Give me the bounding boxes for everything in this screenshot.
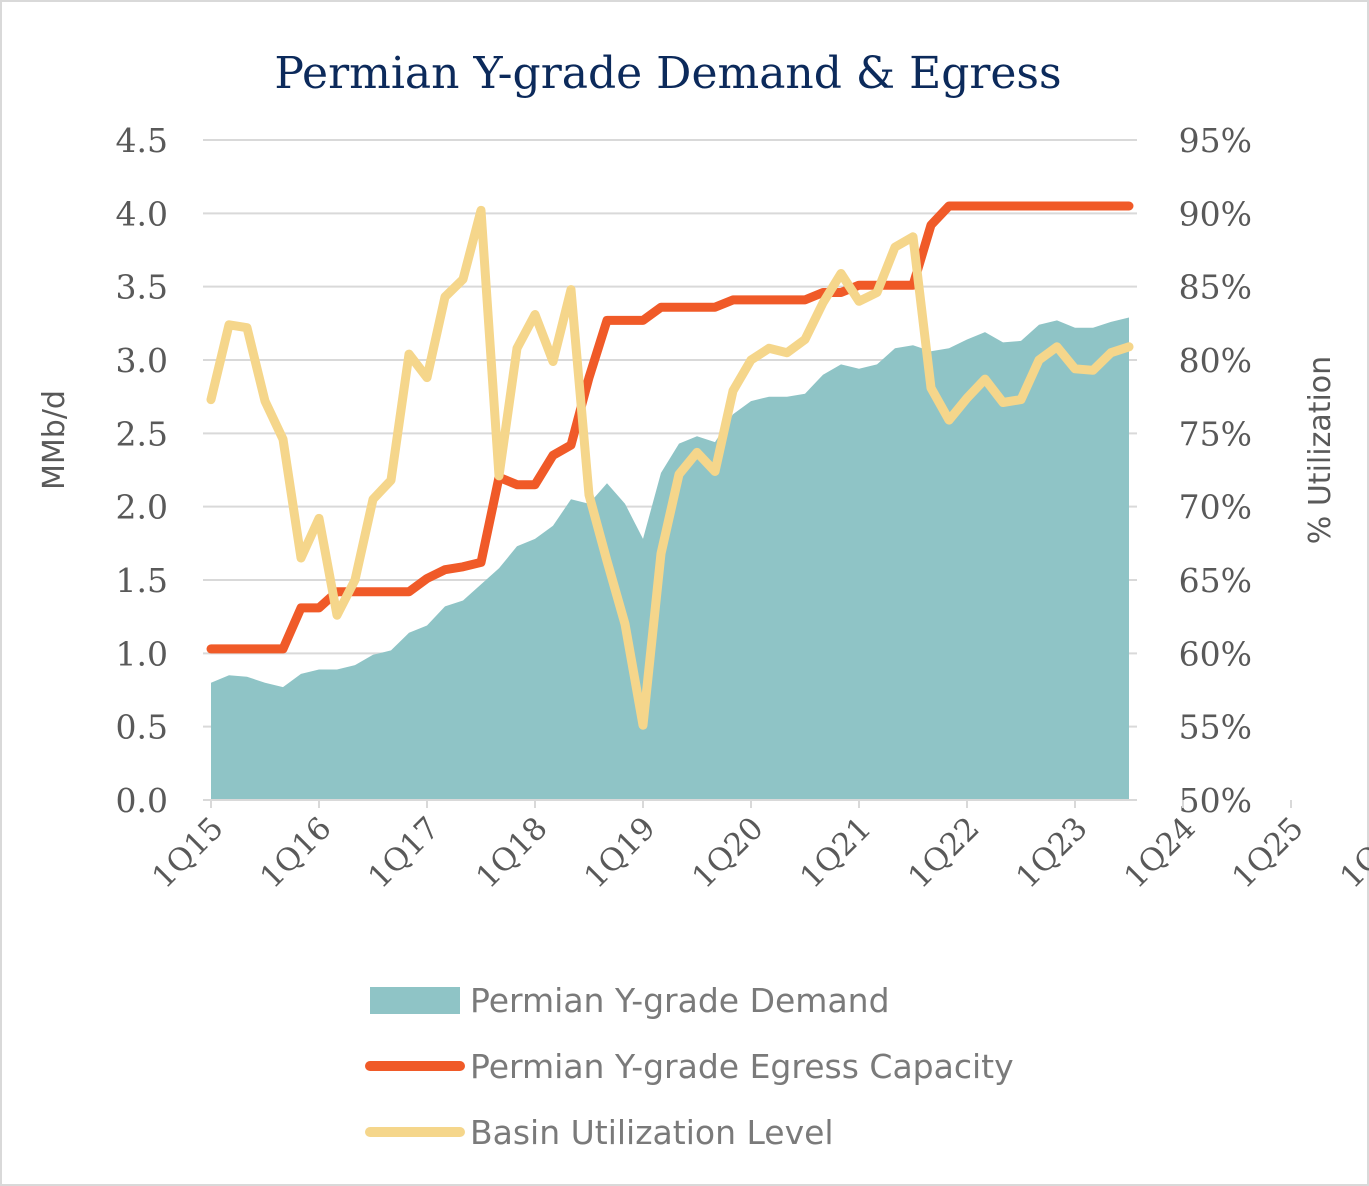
x-tick-label: 1Q16 xyxy=(253,810,338,895)
legend-label-utilization: Basin Utilization Level xyxy=(470,1113,834,1152)
demand-area xyxy=(211,317,1129,800)
x-tick-label: 1Q20 xyxy=(685,810,770,895)
right-tick-label: 60% xyxy=(1179,634,1252,673)
left-tick-label: 2.5 xyxy=(116,414,168,453)
right-tick-label: 95% xyxy=(1179,121,1252,160)
right-tick-label: 55% xyxy=(1179,708,1252,747)
legend-label-egress: Permian Y-grade Egress Capacity xyxy=(470,1047,1014,1086)
lines-layer xyxy=(206,201,1134,730)
legend-label-demand: Permian Y-grade Demand xyxy=(470,981,890,1020)
right-axis-ticks: 50% 55% 60% 65% 70% 75% 80% 85% 90% 95% xyxy=(1179,121,1252,820)
x-tick-label: 1Q17 xyxy=(361,810,446,895)
left-tick-label: 3.5 xyxy=(116,268,168,307)
egress-capacity-line xyxy=(206,201,1134,654)
right-tick-label: 90% xyxy=(1179,194,1252,233)
utilization-line xyxy=(206,205,1134,730)
x-tick-label: 1Q15 xyxy=(145,810,230,895)
x-tick-label: 1Q25 xyxy=(1225,810,1310,895)
right-tick-label: 70% xyxy=(1179,488,1252,527)
left-tick-label: 1.0 xyxy=(116,634,168,673)
left-tick-label: 2.0 xyxy=(116,488,168,527)
x-tick-label: 1Q26 xyxy=(1333,810,1369,895)
right-tick-label: 80% xyxy=(1179,341,1252,380)
x-tick-label: 1Q23 xyxy=(1009,810,1094,895)
x-tick-label: 1Q21 xyxy=(793,810,878,895)
x-tick-label: 1Q22 xyxy=(901,810,986,895)
left-tick-label: 4.5 xyxy=(116,121,168,160)
x-tick-label: 1Q18 xyxy=(469,810,554,895)
x-tick-label: 1Q19 xyxy=(577,810,662,895)
chart-title: Permian Y-grade Demand & Egress xyxy=(274,48,1061,99)
right-tick-label: 75% xyxy=(1179,414,1252,453)
right-tick-label: 85% xyxy=(1179,268,1252,307)
left-axis-title: MMb/d xyxy=(37,390,72,490)
x-tick-label: 1Q24 xyxy=(1117,810,1202,895)
left-tick-label: 3.0 xyxy=(116,341,168,380)
right-tick-label: 65% xyxy=(1179,561,1252,600)
right-tick-label: 50% xyxy=(1179,781,1252,820)
legend: Permian Y-grade Demand Permian Y-grade E… xyxy=(365,981,1014,1152)
right-axis-title: % Utilization xyxy=(1303,356,1338,544)
left-axis-ticks: 0.0 0.5 1.0 1.5 2.0 2.5 3.0 3.5 4.0 4.5 xyxy=(116,121,168,820)
legend-swatch-demand xyxy=(370,987,460,1014)
left-tick-label: 4.0 xyxy=(116,194,168,233)
left-tick-label: 0.0 xyxy=(116,781,168,820)
demand-area-layer xyxy=(211,317,1129,800)
left-tick-label: 0.5 xyxy=(116,708,168,747)
left-tick-label: 1.5 xyxy=(116,561,168,600)
